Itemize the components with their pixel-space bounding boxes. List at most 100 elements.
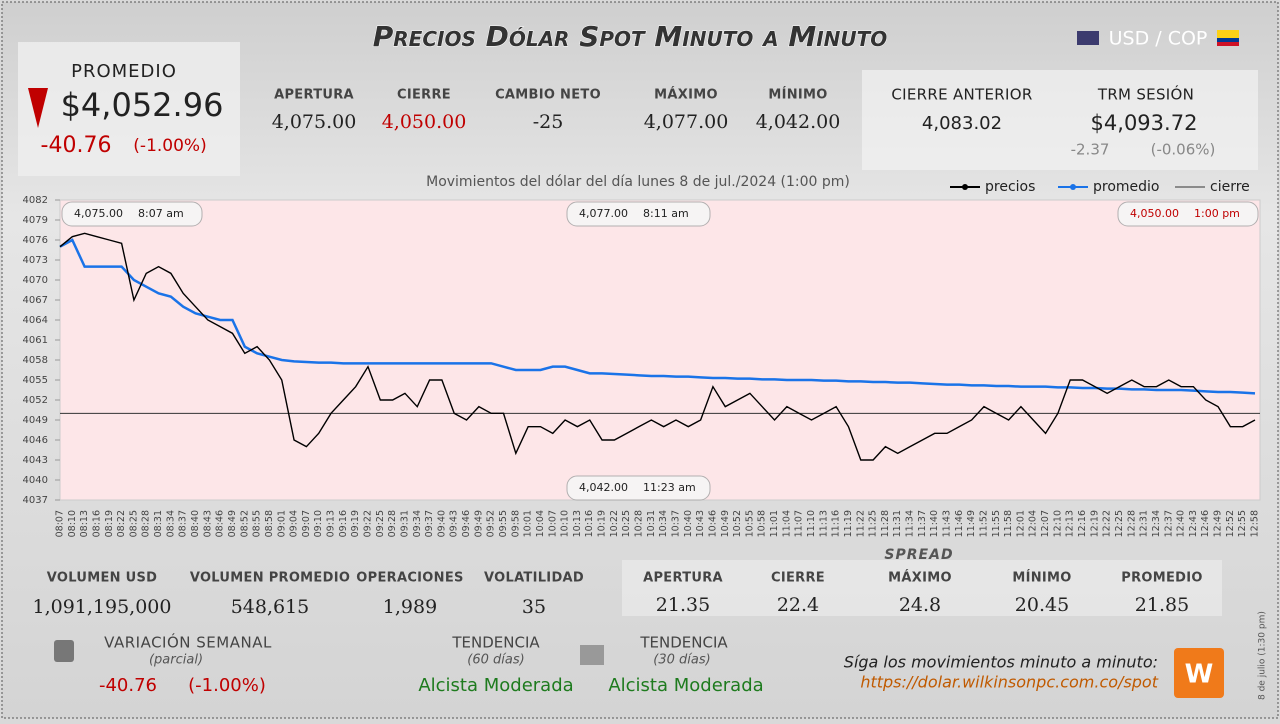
x-tick-label: 11:28 bbox=[880, 510, 891, 537]
stat-value: 4,050.00 bbox=[382, 111, 467, 133]
calendar-icon bbox=[54, 640, 74, 662]
footer-text: Síga los movimientos minuto a minuto: bbox=[844, 653, 1158, 672]
x-tick-label: 08:46 bbox=[215, 510, 226, 537]
spread-label: APERTURA bbox=[643, 571, 723, 586]
annotation-box bbox=[566, 475, 711, 501]
x-tick-label: 08:43 bbox=[202, 510, 213, 537]
legend-dot bbox=[1070, 184, 1076, 190]
trend-icon bbox=[580, 645, 604, 665]
x-tick-label: 10:52 bbox=[732, 510, 743, 537]
annotation-value: 4,077.00 bbox=[579, 207, 628, 220]
x-tick-label: 08:16 bbox=[91, 510, 102, 537]
us-flag bbox=[1077, 31, 1099, 45]
x-tick-label: 09:01 bbox=[276, 510, 287, 537]
x-tick-label: 12:07 bbox=[1040, 510, 1051, 537]
spread-label: PROMEDIO bbox=[1121, 571, 1203, 586]
y-tick-label: 4064 bbox=[23, 315, 48, 326]
stat-value: 4,075.00 bbox=[272, 111, 357, 133]
stat-value: -25 bbox=[533, 111, 564, 133]
annotation-box bbox=[61, 201, 203, 227]
x-tick-label: 12:25 bbox=[1114, 510, 1125, 537]
co-flag bbox=[1217, 38, 1239, 42]
x-tick-label: 08:07 bbox=[55, 510, 66, 537]
x-tick-label: 12:10 bbox=[1052, 510, 1063, 537]
spread-label: CIERRE bbox=[771, 571, 825, 586]
y-tick-label: 4052 bbox=[23, 395, 48, 406]
spread-value: 21.85 bbox=[1135, 594, 1189, 616]
x-tick-label: 12:40 bbox=[1176, 510, 1187, 537]
weekly-change-pct: (-1.00%) bbox=[188, 675, 266, 696]
annotation-time: 8:07 am bbox=[138, 207, 184, 220]
x-tick-label: 11:46 bbox=[954, 510, 965, 537]
stat-value: 4,077.00 bbox=[644, 111, 729, 133]
weekly-label: VARIACIÓN SEMANAL bbox=[104, 633, 272, 652]
x-tick-label: 12:19 bbox=[1089, 510, 1100, 537]
x-tick-label: 12:37 bbox=[1163, 510, 1174, 537]
x-tick-label: 11:16 bbox=[831, 510, 842, 537]
timestamp: 8 de julio (1:30 pm) bbox=[1258, 611, 1268, 700]
y-tick-label: 4043 bbox=[23, 455, 48, 466]
y-tick-label: 4040 bbox=[23, 475, 48, 486]
x-tick-label: 09:22 bbox=[362, 510, 373, 537]
previous-value: 4,083.02 bbox=[922, 113, 1002, 134]
x-tick-label: 12:31 bbox=[1139, 510, 1150, 537]
x-tick-label: 11:55 bbox=[991, 510, 1002, 537]
x-tick-label: 11:49 bbox=[966, 510, 977, 537]
y-tick-label: 4061 bbox=[23, 335, 48, 346]
x-tick-label: 09:49 bbox=[473, 510, 484, 537]
spread-value: 22.4 bbox=[777, 594, 819, 616]
x-tick-label: 11:22 bbox=[855, 510, 866, 537]
x-tick-label: 10:46 bbox=[707, 510, 718, 537]
x-tick-label: 10:37 bbox=[670, 510, 681, 537]
x-tick-label: 09:19 bbox=[350, 510, 361, 537]
x-tick-label: 10:28 bbox=[634, 510, 645, 537]
x-tick-label: 09:37 bbox=[424, 510, 435, 537]
x-tick-label: 12:58 bbox=[1250, 510, 1261, 537]
x-tick-label: 09:52 bbox=[486, 510, 497, 537]
x-tick-label: 11:13 bbox=[818, 510, 829, 537]
y-tick-label: 4082 bbox=[23, 195, 48, 206]
weekly-note: (parcial) bbox=[149, 653, 203, 668]
trend-label: TENDENCIA bbox=[639, 634, 728, 652]
x-tick-label: 10:04 bbox=[535, 510, 546, 537]
stat-value: 1,989 bbox=[383, 596, 437, 618]
stat-label: APERTURA bbox=[274, 88, 354, 103]
x-tick-label: 11:10 bbox=[806, 510, 817, 537]
x-tick-label: 10:01 bbox=[523, 510, 534, 537]
legend-dot bbox=[962, 184, 968, 190]
x-tick-label: 11:37 bbox=[917, 510, 928, 537]
annotation-time: 8:11 am bbox=[643, 207, 689, 220]
legend-label: promedio bbox=[1093, 179, 1160, 195]
annotation-value: 4,042.00 bbox=[579, 481, 628, 494]
promedio-change: -40.76 bbox=[41, 133, 112, 158]
trend-note: (30 días) bbox=[653, 653, 710, 668]
logo-mark: W bbox=[1185, 660, 1214, 690]
stat-label: VOLUMEN USD bbox=[47, 571, 158, 586]
x-tick-label: 10:19 bbox=[597, 510, 608, 537]
annotation-box bbox=[566, 201, 711, 227]
x-tick-label: 09:07 bbox=[301, 510, 312, 537]
x-tick-label: 12:55 bbox=[1237, 510, 1248, 537]
down-arrow bbox=[28, 88, 48, 128]
stat-label: VOLUMEN PROMEDIO bbox=[190, 571, 350, 586]
trm-change: -2.37 bbox=[1071, 141, 1110, 159]
trend-value: Alcista Moderada bbox=[418, 675, 573, 696]
weekly-change: -40.76 bbox=[99, 675, 157, 696]
x-tick-label: 09:04 bbox=[289, 510, 300, 537]
stat-label: CIERRE bbox=[397, 88, 451, 103]
x-tick-label: 12:22 bbox=[1102, 510, 1113, 537]
spread-value: 24.8 bbox=[899, 594, 941, 616]
spread-title: SPREAD bbox=[884, 547, 953, 563]
annotation-box bbox=[1117, 201, 1259, 227]
promedio-change-pct: (-1.00%) bbox=[133, 136, 206, 156]
x-tick-label: 10:49 bbox=[720, 510, 731, 537]
spread-label: MÁXIMO bbox=[888, 570, 952, 586]
pair: USD / COP bbox=[1109, 28, 1208, 50]
x-tick-label: 08:49 bbox=[227, 510, 238, 537]
x-tick-label: 11:07 bbox=[794, 510, 805, 537]
stat-value: 35 bbox=[522, 596, 546, 618]
footer-url[interactable]: https://dolar.wilkinsonpc.com.co/spot bbox=[860, 673, 1158, 692]
y-tick-label: 4067 bbox=[23, 295, 48, 306]
x-tick-label: 12:34 bbox=[1151, 510, 1162, 537]
